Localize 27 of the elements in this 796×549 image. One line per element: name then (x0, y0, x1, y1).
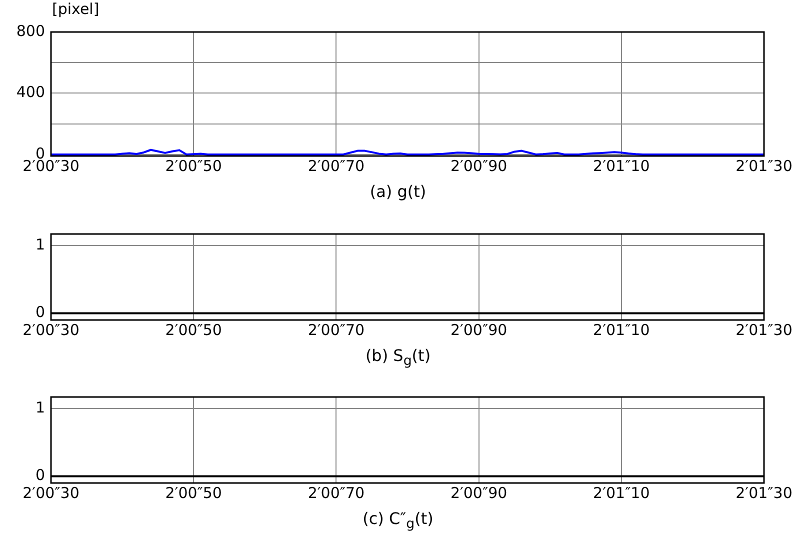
x-tick-label: 2′00″30 (22, 484, 80, 502)
x-tick-label: 2′01″30 (736, 156, 792, 175)
x-tick-label: 2′00″70 (308, 156, 365, 175)
x-tick-label: 2′01″10 (593, 320, 650, 339)
x-tick-label: 2′00″90 (450, 156, 508, 175)
x-tick-label: 2′01″10 (593, 484, 650, 502)
x-tick-label: 2′00″50 (165, 156, 222, 175)
y-tick-label: 1 (35, 398, 45, 416)
x-axis-title: (b) S$_{g}$(t) (364, 346, 432, 370)
y-tick-label: 0 (35, 303, 45, 322)
x-tick-label: 2′00″70 (308, 320, 365, 339)
x-tick-label: 2′00″50 (165, 484, 222, 502)
x-axis-title: (c) C″$_{g}$(t) (362, 509, 434, 532)
x-axis-title: (a) g(t) (368, 182, 428, 201)
y-tick-label: 400 (16, 83, 45, 102)
y-tick-label: 0 (35, 466, 45, 484)
x-tick-label: 2′00″70 (308, 484, 365, 502)
x-tick-label: 2′01″30 (736, 320, 792, 339)
y-tick-label: 800 (16, 22, 45, 40)
x-tick-label: 2′00″90 (450, 320, 508, 339)
x-tick-label: 2′00″50 (165, 320, 222, 339)
y-axis-title: [pixel] (52, 0, 100, 18)
x-tick-label: 2′00″30 (22, 320, 80, 339)
x-tick-label: 2′01″10 (593, 156, 650, 175)
x-tick-label: 2′00″90 (450, 484, 508, 502)
y-tick-label: 1 (35, 235, 45, 254)
x-tick-label: 2′01″30 (736, 484, 792, 502)
